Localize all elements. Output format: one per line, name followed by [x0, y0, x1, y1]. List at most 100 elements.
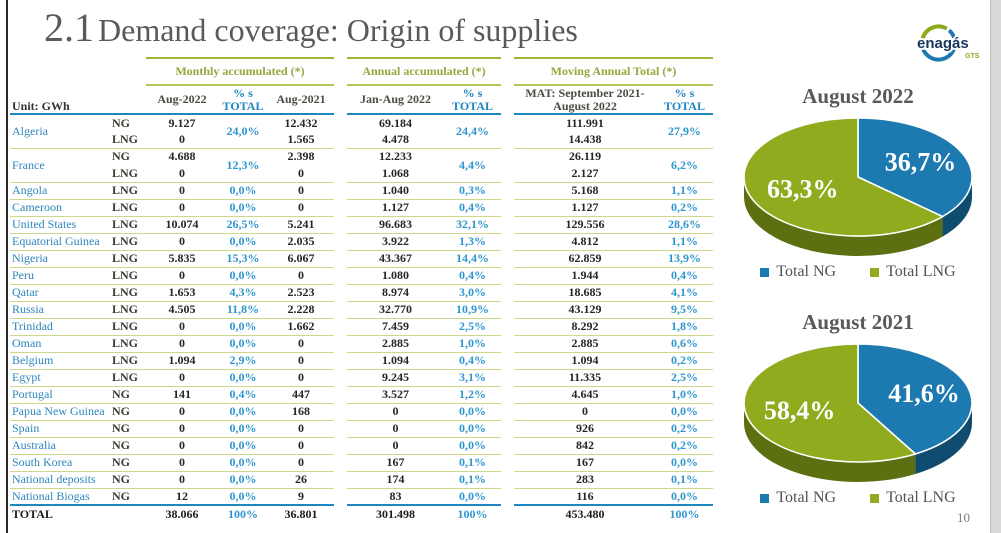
- pie-value-label: 63,3%: [767, 175, 839, 204]
- percent-cell: 0,4%: [656, 267, 713, 285]
- country-cell: Peru: [10, 267, 110, 285]
- value-cell: 3.922: [347, 233, 444, 251]
- legend-item-total-ng: Total NG: [760, 263, 836, 281]
- country-cell: Qatar: [10, 284, 110, 302]
- percent-cell: 0,0%: [444, 403, 501, 421]
- column-gap: [334, 437, 347, 454]
- percent-cell: 6,2%: [656, 148, 713, 183]
- percent-cell: 1,1%: [656, 233, 713, 251]
- pie-august-2022: 36,7% 63,3%: [743, 117, 973, 256]
- value-cell: 1.094: [146, 352, 218, 370]
- value-cell: 4.812: [514, 233, 656, 251]
- percent-cell: 0,0%: [444, 488, 501, 506]
- country-cell: Cameroon: [10, 199, 110, 217]
- column-gap: [334, 267, 347, 284]
- table-row: South Korea NG 0 0,0% 0 167 0,1% 167 0,0%: [10, 454, 713, 472]
- column-header-pct-mat: % s TOTAL: [656, 85, 713, 115]
- table-row: France NG 4.688 12,3% 2.398 12.233 4,4% 26.119 6…: [10, 148, 713, 183]
- chart-legend: Total NG Total LNG: [733, 489, 983, 507]
- percent-cell: 4,4%: [444, 148, 501, 183]
- country-cell: United States: [10, 216, 110, 234]
- column-gap: [501, 148, 514, 182]
- percent-cell: 0,2%: [656, 437, 713, 455]
- value-cell: 1.662: [268, 318, 334, 336]
- pie-value-label: 41,6%: [888, 379, 960, 408]
- percent-cell: 0,1%: [656, 471, 713, 489]
- table-row: United States LNG 10.074 26,5% 5.241 96.683 32…: [10, 216, 713, 234]
- column-gap: [334, 420, 347, 437]
- legend-swatch-ng: [760, 267, 770, 277]
- value-cell: 8.292: [514, 318, 656, 336]
- percent-cell: 0,4%: [218, 386, 268, 404]
- value-cell: 4.478: [347, 131, 444, 149]
- supply-type-cell: LNG: [110, 182, 146, 200]
- column-gap: [501, 199, 514, 216]
- column-gap: [334, 58, 347, 85]
- title-number: 2.1: [44, 5, 94, 50]
- value-cell: 0: [146, 471, 218, 489]
- table-row: Nigeria LNG 5.835 15,3% 6.067 43.367 14,4% 62.8…: [10, 250, 713, 268]
- percent-cell: 27,9%: [656, 114, 713, 149]
- country-cell: Portugal: [10, 386, 110, 404]
- table-row: Portugal NG 141 0,4% 447 3.527 1,2% 4.645 1,0%: [10, 386, 713, 404]
- pie-value-label: 58,4%: [764, 396, 836, 425]
- total-value: 38.066: [146, 504, 218, 522]
- column-gap: [334, 335, 347, 352]
- percent-cell: 4,1%: [656, 284, 713, 302]
- percent-cell: 0,0%: [218, 233, 268, 251]
- group-header-annual: Annual accumulated (*): [347, 57, 501, 86]
- percent-cell: 0,0%: [218, 454, 268, 472]
- value-cell: 167: [514, 454, 656, 472]
- percent-cell: 0,0%: [218, 267, 268, 285]
- pie-side-lng: [744, 177, 943, 256]
- supply-type-cell: NG: [110, 488, 146, 506]
- value-cell: 0: [146, 318, 218, 336]
- value-cell: 0: [146, 420, 218, 438]
- value-cell: 0: [514, 403, 656, 421]
- value-cell: 9: [268, 488, 334, 506]
- value-cell: 6.067: [268, 250, 334, 268]
- group-header-row: Monthly accumulated (*) Annual accumulat…: [10, 57, 713, 86]
- value-cell: 0: [146, 182, 218, 200]
- percent-cell: 2,5%: [444, 318, 501, 336]
- column-gap: [501, 318, 514, 335]
- column-gap: [501, 250, 514, 267]
- total-percent: 100%: [656, 504, 713, 522]
- column-gap: [334, 284, 347, 301]
- column-gap: [334, 85, 347, 114]
- percent-cell: 10,9%: [444, 301, 501, 319]
- column-gap: [501, 58, 514, 85]
- value-cell: 5.168: [514, 182, 656, 200]
- value-cell: 18.685: [514, 284, 656, 302]
- table-row: LNG 0 0 1.068 2.127: [10, 165, 713, 183]
- supply-table: Monthly accumulated (*) Annual accumulat…: [10, 57, 713, 522]
- column-gap: [334, 386, 347, 403]
- value-cell: 12: [146, 488, 218, 506]
- logo-division: GTS: [965, 53, 980, 60]
- table-row: National deposits NG 0 0,0% 26 174 0,1% 283 0,1%: [10, 471, 713, 489]
- value-cell: 0: [268, 165, 334, 183]
- column-gap: [501, 267, 514, 284]
- value-cell: 1.040: [347, 182, 444, 200]
- value-cell: 0: [268, 352, 334, 370]
- table-row: Oman LNG 0 0,0% 0 2.885 1,0% 2.885 0,6%: [10, 335, 713, 353]
- value-cell: 43.129: [514, 301, 656, 319]
- supply-type-cell: LNG: [110, 318, 146, 336]
- chart-legend: Total NG Total LNG: [733, 263, 983, 281]
- legend-label: Total NG: [776, 263, 837, 280]
- value-cell: 2.228: [268, 301, 334, 319]
- percent-cell: 1,2%: [444, 386, 501, 404]
- country-cell: France: [10, 148, 110, 183]
- value-cell: 1.127: [347, 199, 444, 217]
- percent-cell: 0,0%: [656, 488, 713, 506]
- column-gap: [501, 369, 514, 386]
- percent-cell: 0,2%: [656, 352, 713, 370]
- table-row: Peru LNG 0 0,0% 0 1.080 0,4% 1.944 0,4%: [10, 267, 713, 285]
- percent-cell: 0,4%: [444, 267, 501, 285]
- country-cell: Belgium: [10, 352, 110, 370]
- column-header-aug-2021: Aug-2021: [268, 85, 334, 115]
- column-gap: [501, 420, 514, 437]
- country-cell: Papua New Guinea: [10, 403, 110, 421]
- column-gap: [501, 301, 514, 318]
- percent-cell: 2,5%: [656, 369, 713, 387]
